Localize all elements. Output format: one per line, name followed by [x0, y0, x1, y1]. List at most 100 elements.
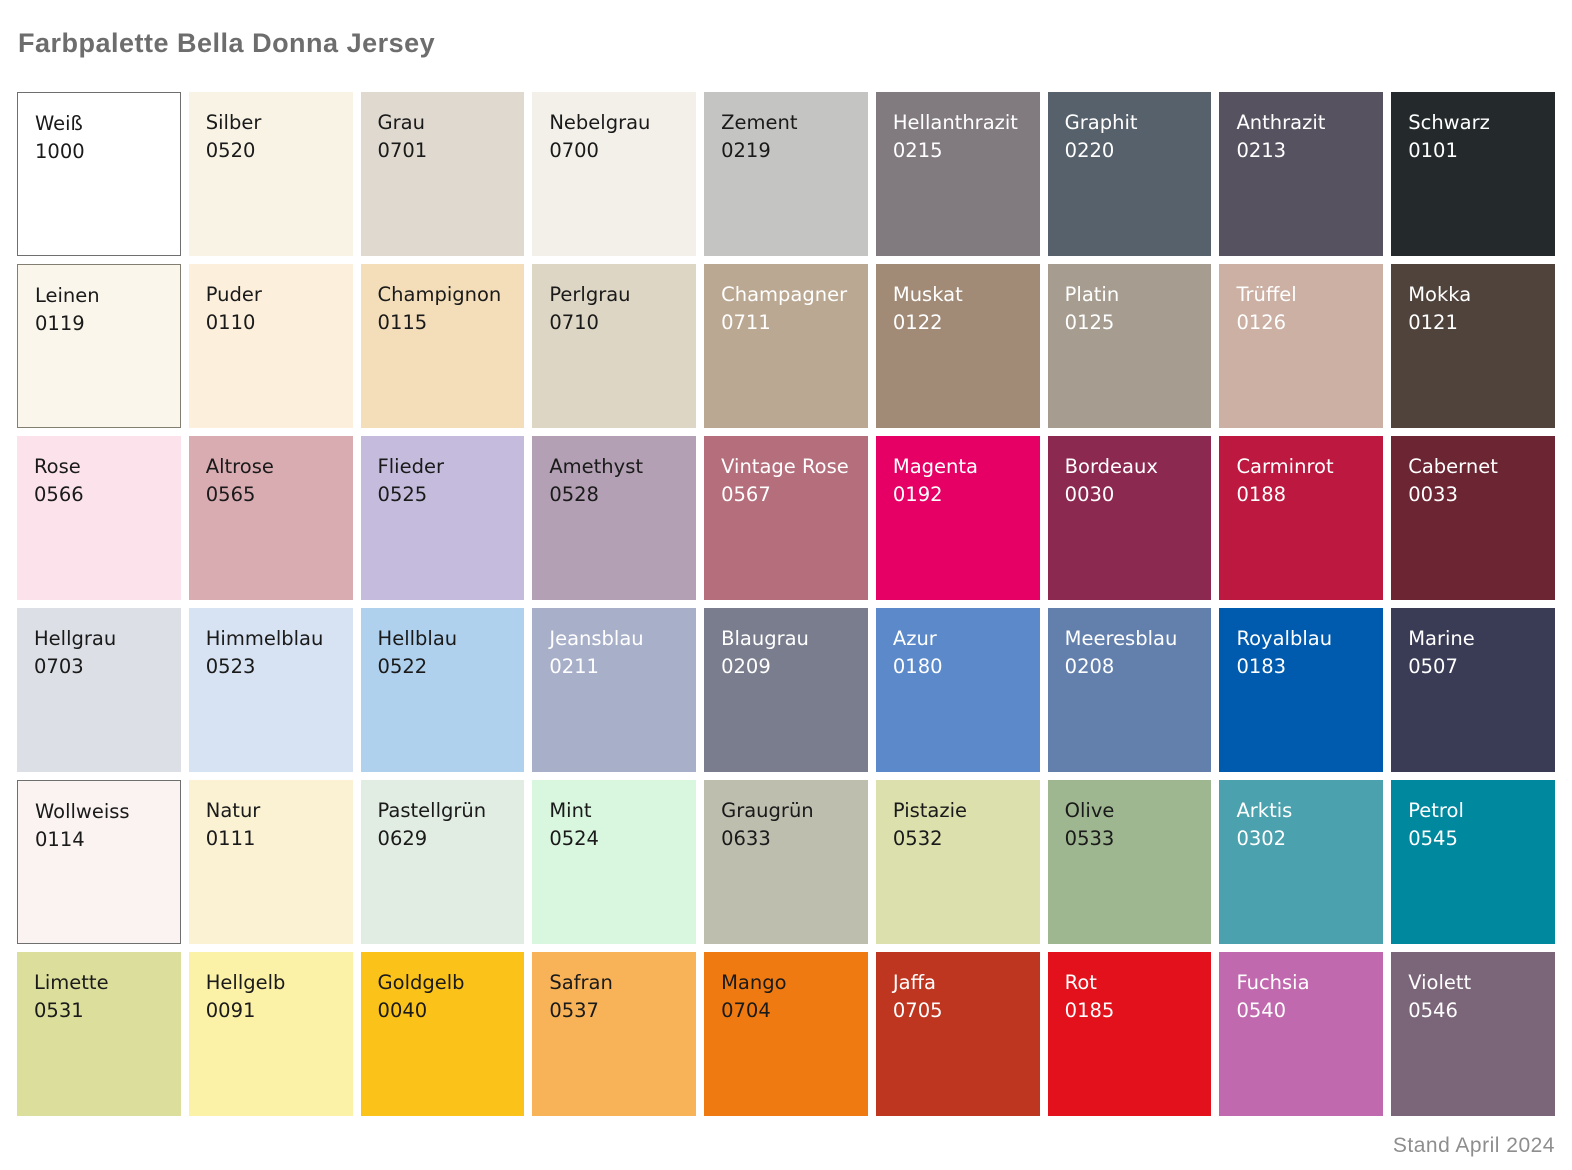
- color-code: 0215: [892, 138, 943, 162]
- color-swatch: Hellanthrazit 0215: [875, 92, 1040, 256]
- color-name: Amethyst: [549, 455, 644, 478]
- color-name: Pastellgrün: [377, 799, 487, 822]
- color-code: 0528: [549, 482, 599, 506]
- color-code: 0122: [892, 310, 943, 334]
- color-code: 0532: [892, 826, 943, 850]
- color-name: Hellblau: [377, 627, 458, 650]
- color-palette-grid: Weiß 1000 Silber 0520 Grau 0701 Nebelgrau 0700 Z…: [17, 92, 1555, 1116]
- color-code: 0091: [205, 998, 256, 1022]
- color-name: Graphit: [1064, 111, 1138, 134]
- color-name: Petrol: [1408, 799, 1464, 822]
- color-swatch: Zement 0219: [704, 92, 868, 256]
- color-name: Marine: [1408, 627, 1475, 650]
- color-swatch: Rot 0185: [1047, 952, 1212, 1116]
- color-name: Grau: [377, 111, 425, 134]
- color-name: Schwarz: [1408, 111, 1490, 134]
- color-name: Hellgrau: [34, 627, 117, 650]
- color-name: Mokka: [1408, 283, 1472, 306]
- color-code: 0183: [1236, 654, 1287, 678]
- color-code: 0567: [721, 482, 771, 506]
- color-code: 0704: [721, 998, 771, 1022]
- color-name: Puder: [205, 283, 262, 306]
- color-swatch: Himmelblau 0523: [188, 608, 353, 772]
- color-name: Pistazie: [892, 799, 968, 822]
- color-code: 0213: [1236, 138, 1287, 162]
- color-code: 1000: [35, 139, 85, 163]
- color-swatch: Nebelgrau 0700: [532, 92, 697, 256]
- color-name: Magenta: [892, 455, 978, 478]
- color-name: Hellanthrazit: [892, 111, 1018, 134]
- color-code: 0188: [1236, 482, 1287, 506]
- color-name: Wollweiss: [35, 800, 130, 823]
- color-code: 0209: [721, 654, 771, 678]
- page-title: Farbpalette Bella Donna Jersey: [18, 28, 436, 58]
- color-swatch: Wollweiss 0114: [17, 780, 181, 944]
- color-code: 0030: [1064, 482, 1115, 506]
- color-swatch: Flieder 0525: [360, 436, 525, 600]
- color-swatch: Muskat 0122: [875, 264, 1040, 428]
- color-swatch: Violett 0546: [1391, 952, 1555, 1116]
- color-code: 0192: [892, 482, 943, 506]
- color-swatch: Vintage Rose 0567: [704, 436, 868, 600]
- color-swatch: Magenta 0192: [875, 436, 1040, 600]
- color-swatch: Hellblau 0522: [360, 608, 525, 772]
- color-name: Bordeaux: [1064, 455, 1158, 478]
- color-code: 0126: [1236, 310, 1287, 334]
- color-name: Mint: [549, 799, 592, 822]
- color-name: Fuchsia: [1236, 971, 1310, 994]
- color-swatch: Hellgelb 0091: [188, 952, 353, 1116]
- color-code: 0125: [1064, 310, 1115, 334]
- color-swatch: Champignon 0115: [360, 264, 525, 428]
- color-swatch: Goldgelb 0040: [360, 952, 525, 1116]
- color-code: 0546: [1408, 998, 1458, 1022]
- color-name: Cabernet: [1408, 455, 1498, 478]
- color-swatch: Altrose 0565: [188, 436, 353, 600]
- color-swatch: Trüffel 0126: [1219, 264, 1384, 428]
- color-name: Royalblau: [1236, 627, 1333, 650]
- color-swatch: Mango 0704: [704, 952, 868, 1116]
- color-code: 0525: [377, 482, 428, 506]
- color-code: 0507: [1408, 654, 1458, 678]
- color-name: Altrose: [205, 455, 274, 478]
- color-swatch: Blaugrau 0209: [704, 608, 868, 772]
- color-code: 0033: [1408, 482, 1458, 506]
- color-code: 0566: [34, 482, 84, 506]
- color-code: 0633: [721, 826, 771, 850]
- color-code: 0565: [205, 482, 256, 506]
- color-swatch: Jeansblau 0211: [532, 608, 697, 772]
- color-name: Safran: [549, 971, 613, 994]
- color-name: Jeansblau: [549, 627, 644, 650]
- color-swatch: Graugrün 0633: [704, 780, 868, 944]
- color-code: 0220: [1064, 138, 1115, 162]
- color-name: Zement: [721, 111, 798, 134]
- color-name: Silber: [205, 111, 262, 134]
- color-code: 0522: [377, 654, 428, 678]
- color-swatch: Schwarz 0101: [1391, 92, 1555, 256]
- color-code: 0101: [1408, 138, 1458, 162]
- color-code: 0701: [377, 138, 428, 162]
- color-swatch: Puder 0110: [188, 264, 353, 428]
- color-name: Arktis: [1236, 799, 1293, 822]
- color-name: Mango: [721, 971, 787, 994]
- color-code: 0533: [1064, 826, 1115, 850]
- color-swatch: Leinen 0119: [17, 264, 181, 428]
- color-name: Flieder: [377, 455, 444, 478]
- color-swatch: Anthrazit 0213: [1219, 92, 1384, 256]
- color-swatch: Champagner 0711: [704, 264, 868, 428]
- color-swatch: Azur 0180: [875, 608, 1040, 772]
- color-swatch: Jaffa 0705: [875, 952, 1040, 1116]
- color-swatch: Limette 0531: [17, 952, 181, 1116]
- color-name: Carminrot: [1236, 455, 1334, 478]
- color-swatch: Marine 0507: [1391, 608, 1555, 772]
- color-swatch: Pastellgrün 0629: [360, 780, 525, 944]
- color-code: 0540: [1236, 998, 1287, 1022]
- color-swatch: Petrol 0545: [1391, 780, 1555, 944]
- color-code: 0111: [205, 826, 256, 850]
- color-swatch: Fuchsia 0540: [1219, 952, 1384, 1116]
- color-code: 0185: [1064, 998, 1115, 1022]
- color-swatch: Perlgrau 0710: [532, 264, 697, 428]
- color-name: Nebelgrau: [549, 111, 651, 134]
- color-code: 0211: [549, 654, 599, 678]
- color-name: Hellgelb: [205, 971, 286, 994]
- color-swatch: Silber 0520: [188, 92, 353, 256]
